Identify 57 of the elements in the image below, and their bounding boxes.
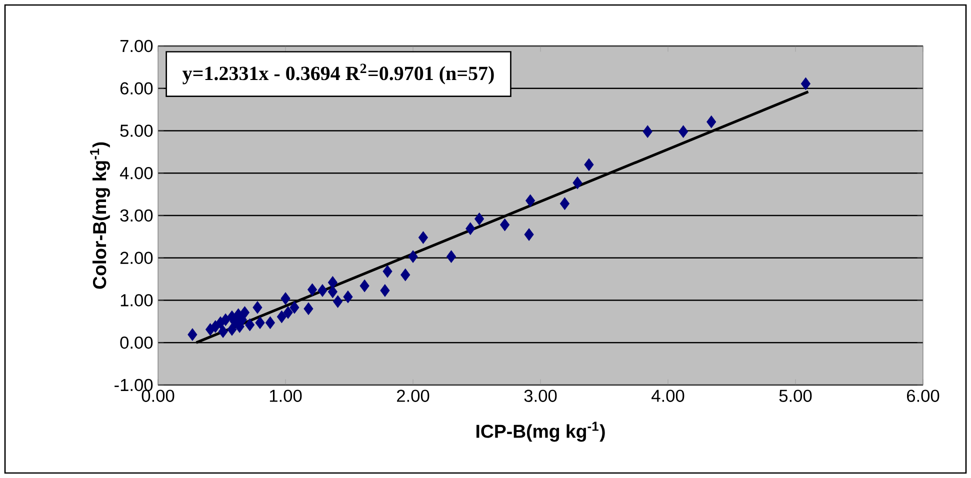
point xyxy=(333,295,343,308)
x-tick-label: 4.00 xyxy=(652,390,684,402)
x-tick-label: 5.00 xyxy=(779,390,812,402)
y-axis-title: Color-B(mg kg$^{-1}$) xyxy=(90,142,110,289)
point xyxy=(572,176,582,190)
x-tick-label: 2.00 xyxy=(397,390,430,402)
point xyxy=(218,325,228,338)
point xyxy=(524,228,534,241)
point xyxy=(276,310,286,324)
x-tick-label: 0.00 xyxy=(142,390,174,402)
point xyxy=(526,194,536,207)
point xyxy=(418,231,428,244)
point xyxy=(678,125,688,138)
point xyxy=(380,284,390,297)
x-tick-label: 3.00 xyxy=(524,390,557,402)
point xyxy=(328,276,338,289)
y-tick-label: 2.00 xyxy=(120,252,153,264)
point xyxy=(584,158,594,171)
point xyxy=(408,250,418,263)
point xyxy=(283,306,293,319)
point xyxy=(446,250,456,263)
y-tick-label: 7.00 xyxy=(120,40,153,52)
point xyxy=(360,280,370,292)
point xyxy=(280,292,290,305)
x-axis-title: ICP-B(mg kg$^{-1}$) xyxy=(476,422,605,442)
point xyxy=(642,125,652,138)
y-tick-label: 4.00 xyxy=(120,166,153,180)
point xyxy=(474,212,484,226)
y-tick-label: 0.00 xyxy=(120,336,153,349)
y-tick-label: -1.00 xyxy=(114,378,153,392)
point xyxy=(308,283,318,296)
point xyxy=(290,301,300,314)
point xyxy=(560,197,570,210)
point xyxy=(255,316,265,329)
point xyxy=(227,323,237,336)
y-tick-label: 1.00 xyxy=(120,294,153,306)
y-tick-label: 5.00 xyxy=(120,124,153,137)
point xyxy=(382,265,392,278)
x-tick-label: 1.00 xyxy=(270,390,302,402)
point xyxy=(252,301,262,314)
point xyxy=(500,218,510,232)
point xyxy=(304,302,314,315)
point xyxy=(188,328,198,341)
point xyxy=(466,222,476,235)
y-tick-label: 6.00 xyxy=(120,82,153,95)
point xyxy=(343,290,353,304)
y-tick-label: 3.00 xyxy=(120,209,153,222)
point xyxy=(328,285,338,298)
point xyxy=(706,116,716,128)
point xyxy=(206,323,216,336)
point xyxy=(400,268,410,282)
point xyxy=(245,318,255,332)
point xyxy=(265,316,275,329)
x-tick-label: 6.00 xyxy=(907,390,940,402)
annotation: y=1.2331x - 0.3694 R$^{2}$=0.9701 (n=57) xyxy=(182,64,494,84)
point xyxy=(318,284,328,297)
point xyxy=(800,77,810,90)
